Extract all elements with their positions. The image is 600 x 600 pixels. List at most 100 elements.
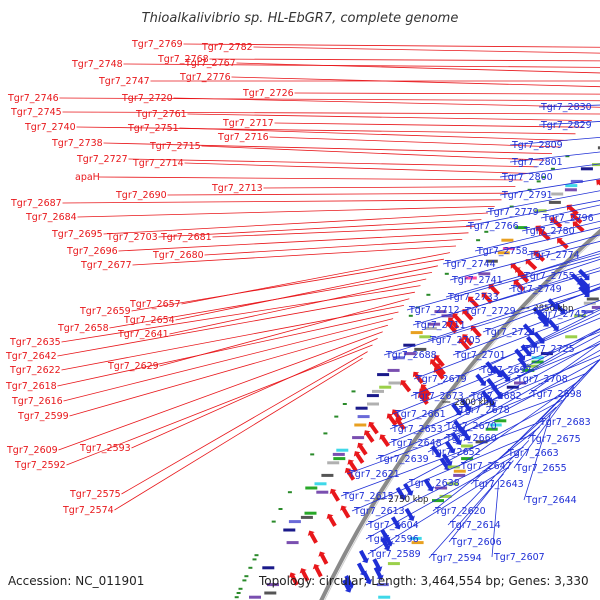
leader-line-forward [204,239,463,256]
leader-line-forward [118,232,469,252]
leader-line-reverse [340,419,546,497]
reverse-gene-arrow [547,298,559,310]
annotation-box [446,482,459,486]
leader-line-forward [58,331,383,451]
annotation-box [314,482,327,486]
leader-line-reverse [499,178,600,196]
reverse-gene-arrow [403,482,414,496]
reverse-gene-arrow [537,314,549,327]
leader-line-reverse [462,267,600,312]
reverse-gene-arrow [460,428,471,441]
gene-label-reverse: Tgr7_2742 [535,309,587,320]
leader-line-reverse [521,250,600,277]
annotation-box [409,536,422,540]
leader-line-forward [173,97,600,108]
leader-line-forward [123,63,600,68]
gene-label-reverse: Tgr7_2589 [369,549,421,560]
leader-line-reverse [465,200,600,227]
leader-line-reverse [521,309,600,350]
gene-label-reverse: Tgr7_2774 [528,250,580,261]
annotation-box [565,184,578,188]
map-title: Thioalkalivibrio sp. HL-EbGR7, complete … [142,11,459,26]
leader-line-reverse [491,480,500,558]
forward-gene-arrow [446,321,458,334]
annotation-box [387,562,400,566]
leader-line-forward [169,278,427,335]
gene-label-reverse: Tgr7_2663 [507,448,559,459]
annotation-box [439,494,452,498]
annotation-box [453,473,466,477]
leader-line-forward [128,158,538,168]
annotation-box [583,301,596,305]
gene-label-reverse: Tgr7_2652 [429,447,481,458]
forward-gene-arrow [340,505,351,519]
leader-line-reverse [427,359,599,453]
gene-label-forward: Tgr7_2677 [80,260,132,271]
annotation-box [352,436,365,440]
forward-gene-arrow [447,317,460,330]
forward-gene-arrow [344,467,356,481]
accession-text: Accession: NC_011901 [8,574,144,588]
annotation-box [403,343,416,347]
leader-line-reverse [443,349,600,439]
leader-line-forward [57,291,415,357]
forward-gene-arrow [307,530,318,544]
leader-line-reverse [432,426,540,512]
annotation-box [366,394,379,398]
gene-label-reverse: Tgr7_2780 [523,226,575,237]
gene-label-forward: Tgr7_2681 [160,232,212,243]
annotation-box [432,499,444,503]
leader-line-forward [59,97,600,102]
leader-line-forward [167,192,509,196]
gene-label-reverse: Tgr7_2614 [449,520,501,531]
leader-line-reverse [375,373,587,460]
leader-line-reverse [413,307,600,380]
marker-dot [236,592,241,594]
gene-label-reverse: Tgr7_2639 [377,454,429,465]
annotation-box [522,368,535,372]
leader-line-reverse [443,340,600,427]
annotation-box [392,356,405,360]
leader-line-reverse [474,220,600,252]
forward-gene-arrow [533,250,546,262]
leader-line-forward [66,344,373,466]
gene-label-forward: Tgr7_2776 [179,72,231,83]
annotation-box [327,461,340,465]
leader-line-reverse [389,343,600,430]
marker-dot [484,230,489,233]
leader-line-forward [294,92,600,95]
reverse-gene-arrow [578,277,590,289]
forward-gene-arrow [517,271,530,283]
annotation-box [304,511,317,515]
leader-line-reverse [412,270,600,326]
leader-line-reverse [528,342,600,395]
leader-line-reverse [482,287,600,333]
annotation-box [288,520,301,524]
leader-line-forward [109,272,433,329]
gene-label-forward: Tgr7_2767 [184,58,236,69]
annotation-box [367,402,379,406]
reverse-gene-arrow [522,323,534,336]
annotation-box [534,209,547,213]
leader-line-reverse [406,399,563,484]
leader-line-forward [63,318,394,402]
gene-label-forward: Tgr7_2622 [9,365,61,376]
reverse-gene-arrow [547,319,559,331]
gene-label-forward: Tgr7_2748 [71,59,123,70]
annotation-box [305,486,318,490]
annotation-box [377,373,390,377]
forward-gene-arrow [326,513,337,527]
gene-label-reverse: Tgr7_2653 [391,424,443,435]
annotation-box [424,326,437,330]
annotation-box [580,167,593,171]
annotation-box [316,490,329,494]
tick-label: 2800 kbp [454,398,494,408]
annotation-box [506,385,519,389]
reverse-gene-arrow [578,268,590,281]
marker-dot [252,558,257,561]
annotation-box [531,360,544,364]
annotation-box [267,583,279,587]
gene-label-forward: Tgr7_2696 [66,246,118,257]
gene-label-forward: Tgr7_2715 [149,141,201,152]
